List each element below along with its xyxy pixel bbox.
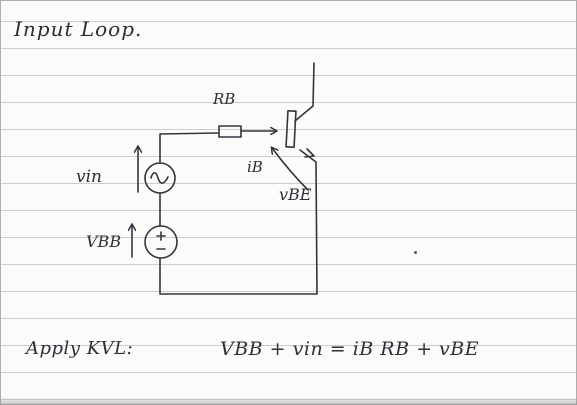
- kvl-equation: VBB + vin = iB RB + vBE: [220, 338, 480, 360]
- left-wire-top: [159, 132, 219, 164]
- left-wire-bottom: [159, 257, 317, 295]
- vbe-curved-arrow: [272, 148, 309, 191]
- resistor-label: RB: [213, 90, 236, 108]
- base-current-label: iB: [247, 158, 263, 176]
- battery-plus-minus-icon: [144, 225, 178, 259]
- base-emitter-voltage-label: vBE: [279, 185, 312, 204]
- ac-source-label: vin: [76, 167, 102, 187]
- emitter-ground-wire: [299, 149, 318, 295]
- resistor-rb: [218, 125, 242, 138]
- kvl-prefix: Apply KVL:: [26, 338, 134, 359]
- bjt-transistor-icon: [285, 62, 315, 158]
- page-title: Input Loop.: [14, 17, 143, 41]
- dc-source-label: VBB: [86, 232, 122, 251]
- ink-dot: [414, 251, 417, 254]
- sine-wave-icon: [144, 162, 176, 194]
